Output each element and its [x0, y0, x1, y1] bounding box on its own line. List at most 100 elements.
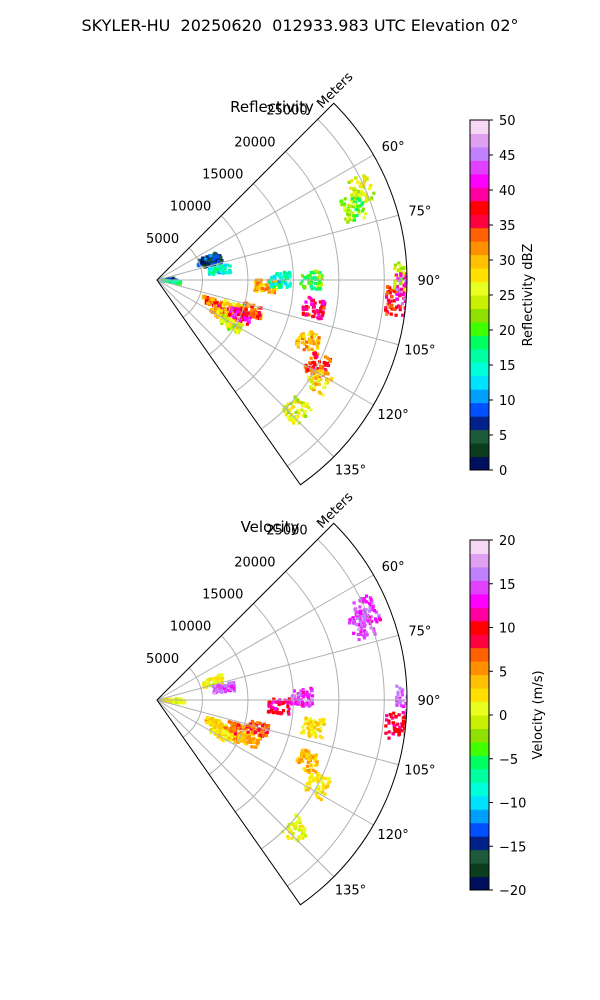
- radar-gate: [360, 209, 364, 213]
- radar-gate: [221, 267, 225, 271]
- radar-gate: [312, 385, 317, 390]
- colorbar-cell: [470, 214, 489, 229]
- radar-gate: [236, 312, 240, 316]
- radar-gate: [297, 411, 301, 415]
- radar-gate: [405, 280, 408, 284]
- radar-gate: [330, 376, 334, 380]
- radar-gate: [410, 284, 413, 287]
- radar-gate: [205, 298, 209, 302]
- radar-gate: [362, 629, 367, 633]
- radar-gate: [358, 184, 362, 189]
- radar-gate: [408, 285, 411, 288]
- radar-gate: [309, 285, 314, 289]
- radar-gate: [238, 327, 242, 331]
- radar-gate: [388, 304, 392, 308]
- radar-gate: [306, 345, 311, 349]
- radar-gate: [369, 626, 373, 630]
- radar-gate: [207, 270, 211, 274]
- radar-gate: [346, 212, 350, 216]
- radar-gate: [318, 287, 322, 291]
- radar-gate: [212, 257, 216, 262]
- radar-gate: [284, 413, 288, 417]
- radar-gate: [223, 735, 227, 740]
- azimuth-spoke: [156, 699, 399, 766]
- radar-gate: [286, 284, 290, 288]
- radar-gate: [304, 785, 308, 789]
- radar-gate: [317, 281, 321, 285]
- colorbar-cell: [470, 755, 489, 770]
- radar-gate: [359, 612, 363, 616]
- radar-gate: [346, 220, 350, 224]
- radar-gate: [227, 313, 232, 317]
- radar-gate: [309, 689, 314, 693]
- colorbar-cell: [470, 146, 489, 161]
- radar-gate: [314, 382, 318, 386]
- radar-gate: [285, 410, 289, 414]
- reflectivity-range-labels: 5000 10000 15000 20000 25000: [146, 103, 308, 247]
- radar-gate: [307, 757, 311, 762]
- radar-gate: [413, 287, 416, 290]
- cbar-tick: 15: [499, 359, 516, 374]
- radar-gate: [317, 382, 321, 386]
- radar-gate: [313, 301, 317, 305]
- radar-gate: [393, 266, 397, 271]
- radar-gate: [314, 269, 318, 273]
- reflectivity-colorbar-label: Reflectivity dBZ: [521, 244, 536, 347]
- range-label-25000: 25000: [266, 523, 307, 538]
- radar-gate: [234, 316, 238, 321]
- range-ring: [287, 538, 385, 887]
- radar-gate: [225, 320, 229, 325]
- radar-gate: [374, 610, 378, 614]
- radar-gate: [298, 836, 302, 840]
- range-ring: [260, 151, 340, 430]
- radar-gate: [370, 619, 374, 624]
- radar-gate: [324, 377, 328, 381]
- radar-gate: [238, 318, 242, 323]
- radar-gate: [397, 261, 401, 265]
- radar-gate: [390, 307, 394, 311]
- radar-gate: [177, 700, 181, 705]
- radar-gate: [288, 699, 293, 703]
- radar-gate: [414, 714, 417, 717]
- radar-gate: [302, 767, 306, 771]
- azimuth-label-60: 60°: [382, 560, 405, 575]
- velocity-colorbar-ticks: −20 −15 −10 −5 0 5 10 15 20: [499, 534, 526, 899]
- radar-gate: [325, 371, 329, 375]
- radar-gate: [399, 304, 403, 309]
- radar-gate: [307, 347, 311, 352]
- radar-gate: [273, 700, 277, 704]
- radar-gate: [321, 369, 325, 373]
- radar-gate: [395, 305, 399, 309]
- cbar-tick: 40: [499, 184, 516, 199]
- cbar-tick: 0: [499, 709, 507, 724]
- radar-gate: [303, 409, 307, 414]
- radar-gate: [267, 700, 271, 704]
- colorbar-cell: [470, 540, 489, 554]
- radar-gate: [223, 690, 228, 694]
- radar-gate: [351, 211, 355, 215]
- cbar-tick: −20: [499, 884, 526, 899]
- reflectivity-grid: [156, 118, 407, 467]
- radar-gate: [308, 337, 312, 341]
- radar-gate: [312, 388, 316, 392]
- radar-gate: [301, 759, 305, 763]
- radar-gate: [387, 719, 391, 723]
- radar-gate: [300, 751, 304, 756]
- radar-gate: [222, 313, 226, 317]
- radar-gate: [211, 297, 216, 302]
- radar-gate: [321, 782, 325, 787]
- radar-gate: [168, 279, 172, 283]
- radar-gate: [364, 192, 368, 196]
- radar-gate: [316, 788, 321, 792]
- radar-gate: [350, 179, 354, 183]
- radar-gate: [284, 699, 289, 703]
- radar-gate: [312, 275, 317, 280]
- radar-gate: [216, 718, 220, 723]
- radar-gate: [320, 736, 324, 740]
- radar-gate: [362, 617, 366, 621]
- radar-gate: [310, 302, 314, 306]
- radar-gate: [253, 730, 257, 735]
- radar-gate: [228, 310, 233, 315]
- radar-gate: [312, 361, 316, 365]
- radar-gate: [203, 294, 207, 299]
